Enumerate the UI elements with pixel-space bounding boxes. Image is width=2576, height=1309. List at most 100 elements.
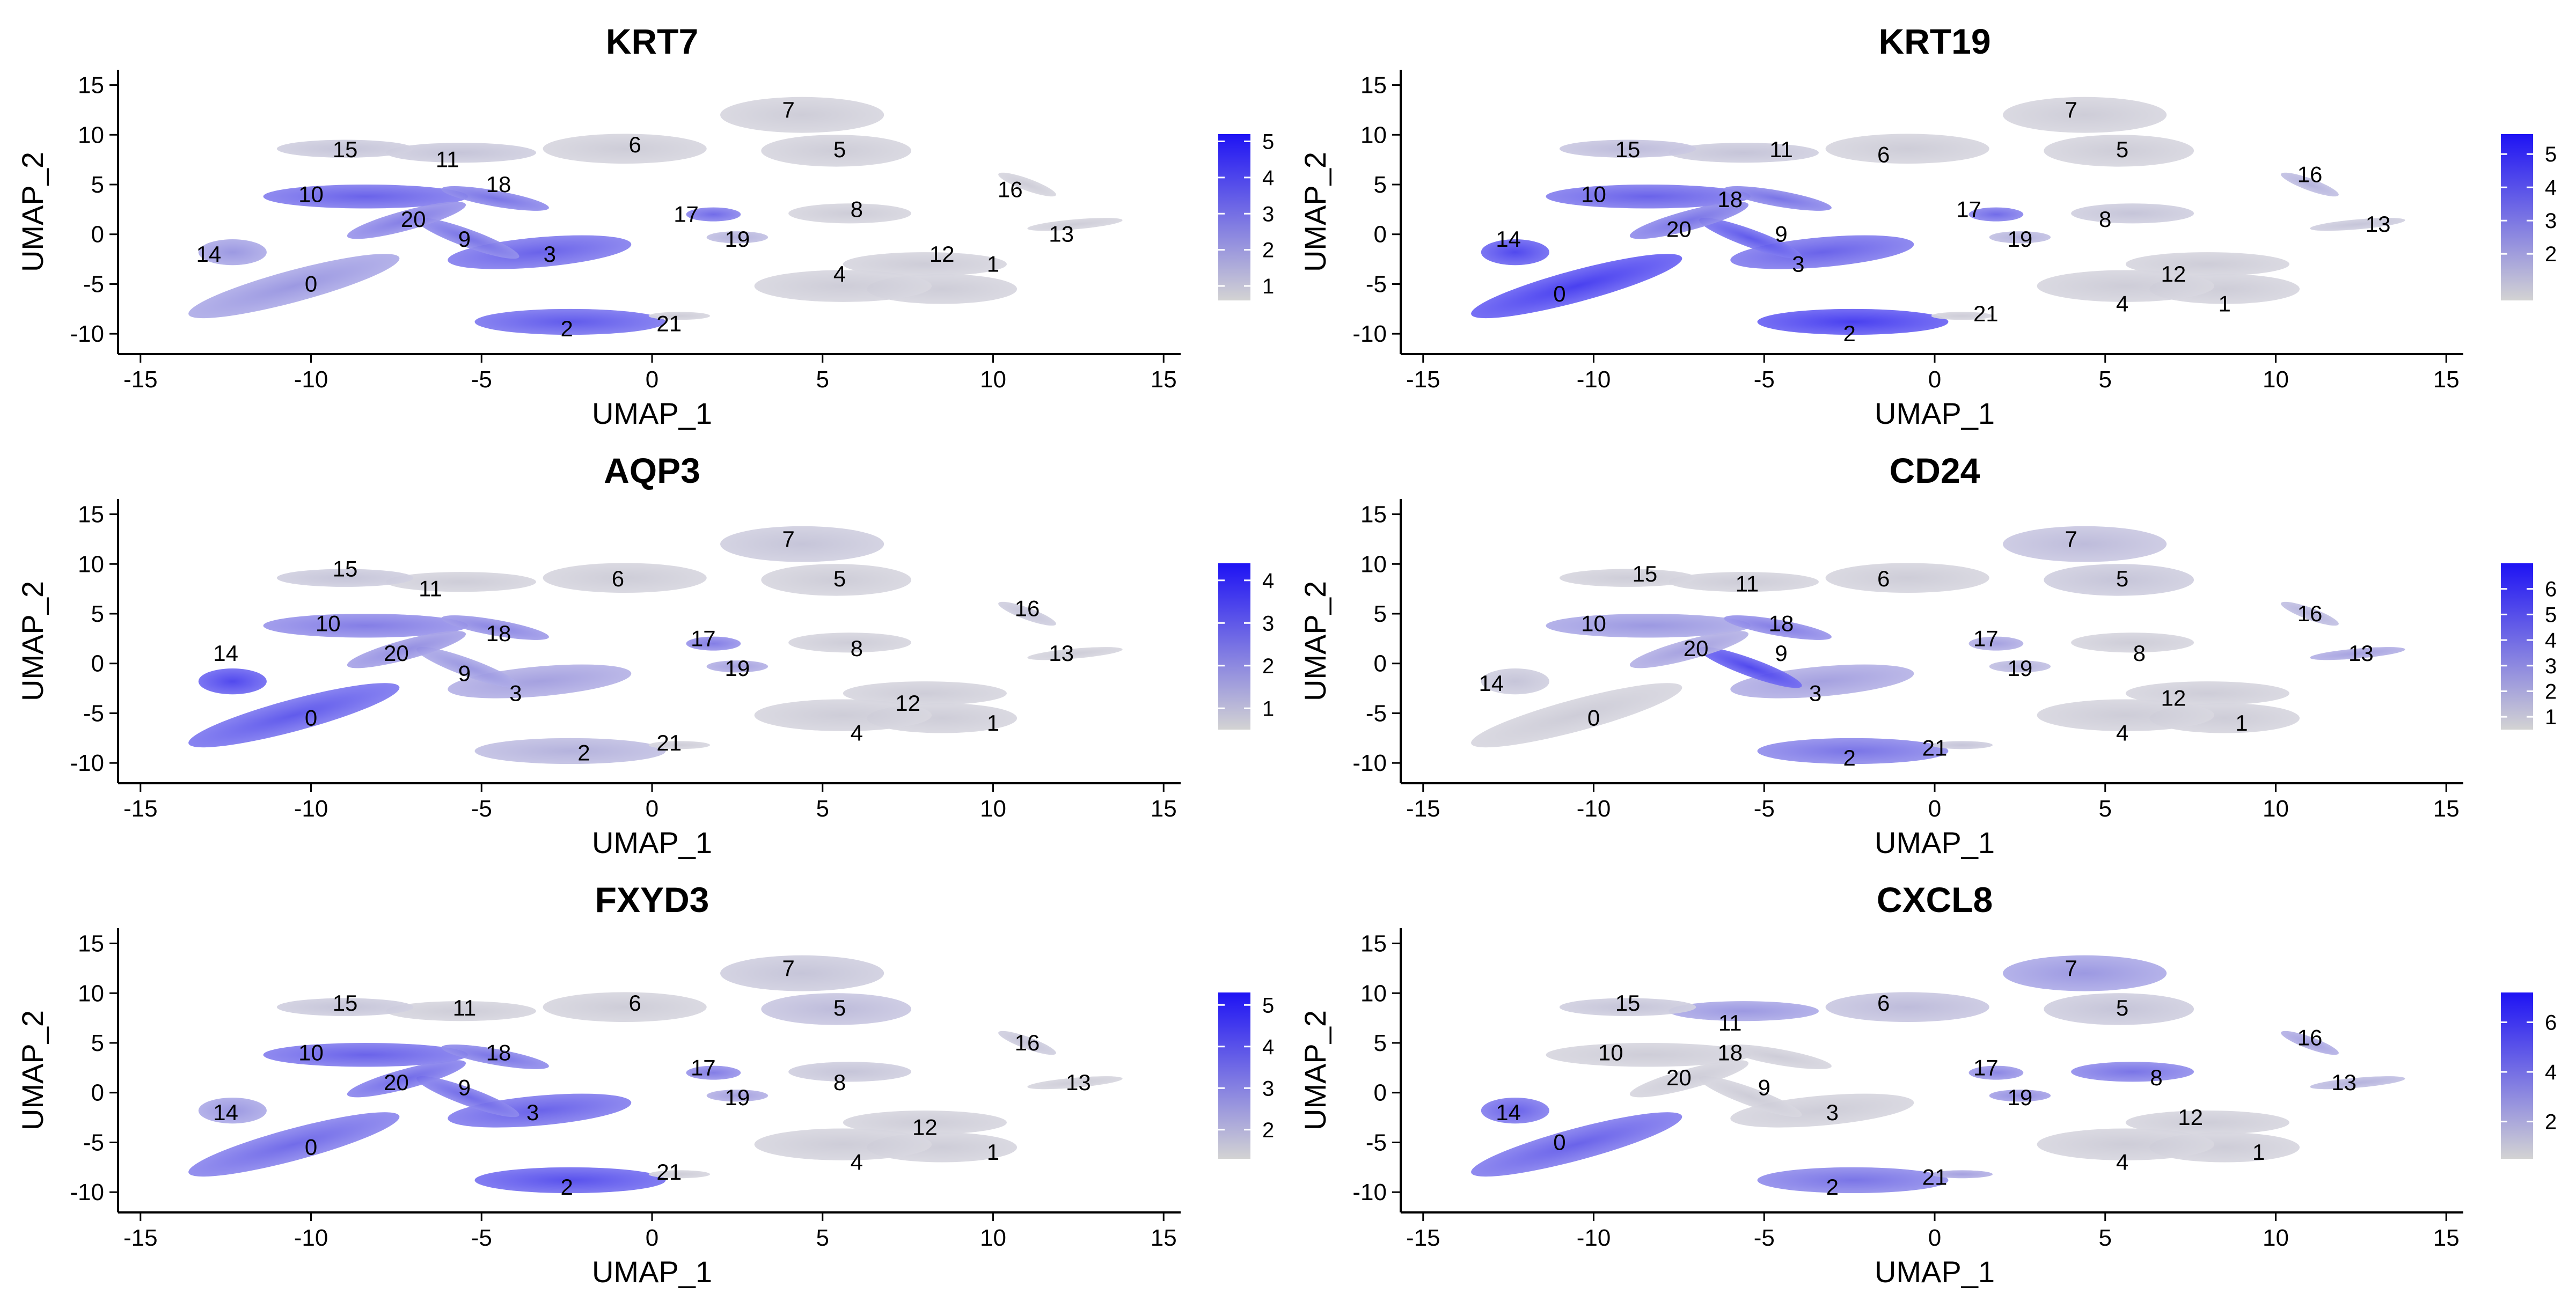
cluster-blob-shade xyxy=(1757,308,1949,335)
cluster-label: 7 xyxy=(782,97,795,122)
cluster-label: 8 xyxy=(851,636,863,661)
cluster-blob-shade xyxy=(386,143,536,163)
cluster-label: 7 xyxy=(2065,97,2077,122)
colorbar xyxy=(2501,992,2533,1159)
x-tick-label: -15 xyxy=(1406,366,1440,393)
cluster-label: 17 xyxy=(691,1055,716,1080)
cluster-blob-shade xyxy=(263,185,468,209)
cluster-blob-shade xyxy=(761,135,911,167)
cluster-label: 5 xyxy=(2116,995,2128,1020)
cluster-label: 16 xyxy=(2297,161,2323,187)
x-tick-label: -15 xyxy=(1406,1225,1440,1251)
cluster-label: 15 xyxy=(333,137,358,162)
cluster-label: 3 xyxy=(1809,680,1821,705)
cluster-blob-shade xyxy=(276,569,414,587)
cluster-label: 10 xyxy=(1598,1040,1623,1065)
colorbar-tick-label: 1 xyxy=(1262,275,1274,298)
cluster-label: 9 xyxy=(458,1075,471,1100)
x-tick-label: 15 xyxy=(1151,1225,1177,1251)
cluster-blob-shade xyxy=(686,636,741,651)
x-tick-label: 5 xyxy=(816,366,829,393)
x-tick-label: -10 xyxy=(1577,796,1611,822)
cluster-label: 1 xyxy=(987,1139,999,1165)
cluster-label: 11 xyxy=(453,995,477,1020)
cluster-blob-shade xyxy=(1931,1170,1993,1179)
x-tick-label: -15 xyxy=(1406,796,1440,822)
cluster-label: 19 xyxy=(2008,656,2033,681)
colorbar-tick-label: 4 xyxy=(2545,176,2557,200)
cluster-label: 4 xyxy=(833,261,846,286)
cluster-label: 6 xyxy=(1877,142,1890,167)
colorbar-tick-label: 1 xyxy=(2545,705,2557,729)
cluster-label: 11 xyxy=(436,147,459,172)
cluster-blob-shade xyxy=(2281,601,2339,626)
y-tick-label: 5 xyxy=(91,172,104,198)
x-tick-label: -10 xyxy=(1577,366,1611,393)
cluster-label: 15 xyxy=(1615,137,1641,162)
y-axis-label: UMAP_2 xyxy=(1298,152,1332,272)
y-tick-label: 15 xyxy=(78,72,104,99)
cluster-blob-shade xyxy=(1027,647,1123,660)
cluster-blob-shade xyxy=(2037,270,2215,302)
cluster-blob-shade xyxy=(1559,569,1696,587)
cluster-label: 6 xyxy=(1877,990,1890,1016)
cluster-blob-shade xyxy=(2310,1076,2405,1090)
cluster-label: 16 xyxy=(1015,596,1040,621)
colorbar-tick-label: 2 xyxy=(2545,1111,2557,1134)
y-tick-label: 15 xyxy=(1360,72,1387,99)
y-axis-label: UMAP_2 xyxy=(1298,581,1332,701)
x-tick-label: 15 xyxy=(2433,366,2460,393)
cluster-label: 16 xyxy=(2297,1025,2323,1050)
cluster-label: 9 xyxy=(1758,1075,1770,1100)
cluster-blob-shade xyxy=(788,203,911,224)
panel-krt7: KRT70123456789101112131415161718192021-1… xyxy=(16,21,1274,430)
cluster-blob-shade xyxy=(474,738,666,764)
y-axis-label: UMAP_2 xyxy=(16,581,49,701)
colorbar-tick-label: 4 xyxy=(1262,166,1274,190)
cluster-label: 8 xyxy=(2133,641,2146,666)
colorbar-tick-label: 3 xyxy=(1262,612,1274,635)
cluster-label: 20 xyxy=(384,641,409,666)
panel-title: KRT7 xyxy=(606,21,698,61)
cluster-blob-shade xyxy=(998,601,1056,626)
cluster-blob-shade xyxy=(1989,660,2051,673)
cluster-blob-shade xyxy=(843,252,1007,276)
cluster-blob-shade xyxy=(474,308,666,335)
cluster-blob-shade xyxy=(1825,992,1989,1023)
cluster-label: 14 xyxy=(213,1100,238,1125)
cluster-label: 19 xyxy=(725,1085,750,1110)
cluster-label: 18 xyxy=(486,1040,511,1065)
cluster-blob-shade xyxy=(706,231,769,244)
cluster-blob-shade xyxy=(1724,615,1832,640)
colorbar-tick-label: 5 xyxy=(1262,130,1274,153)
cluster-label: 19 xyxy=(725,226,750,252)
x-tick-label: 5 xyxy=(2098,1225,2111,1251)
cluster-blob-shade xyxy=(1546,614,1751,638)
cluster-blob-shade xyxy=(1027,1076,1123,1090)
x-tick-label: -5 xyxy=(1754,796,1775,822)
cluster-blob-shade xyxy=(2281,1031,2339,1055)
cluster-label: 20 xyxy=(384,1070,409,1095)
cluster-label: 4 xyxy=(2116,720,2128,746)
cluster-label: 0 xyxy=(305,271,317,296)
cluster-label: 3 xyxy=(509,680,522,705)
cluster-blob-shade xyxy=(441,615,549,640)
y-axis-label: UMAP_2 xyxy=(16,152,49,272)
cluster-label: 9 xyxy=(1775,641,1787,666)
cluster-label: 6 xyxy=(629,990,641,1016)
cluster-label: 5 xyxy=(833,995,846,1020)
cluster-label: 8 xyxy=(2099,207,2111,232)
cluster-blob-shade xyxy=(1668,1001,1819,1021)
panel-title: KRT19 xyxy=(1878,21,1990,61)
cluster-blob-shade xyxy=(2125,1111,2289,1135)
cluster-label: 14 xyxy=(196,241,222,267)
x-tick-label: 10 xyxy=(980,1225,1006,1251)
x-tick-label: -5 xyxy=(1754,1225,1775,1251)
cluster-blob-shade xyxy=(2044,564,2194,596)
cluster-label: 12 xyxy=(912,1115,938,1140)
y-tick-label: -5 xyxy=(1366,271,1387,297)
colorbar-tick-label: 5 xyxy=(2545,603,2557,627)
cluster-blob-shade xyxy=(998,1031,1056,1055)
cluster-blob-shade xyxy=(441,1045,549,1069)
